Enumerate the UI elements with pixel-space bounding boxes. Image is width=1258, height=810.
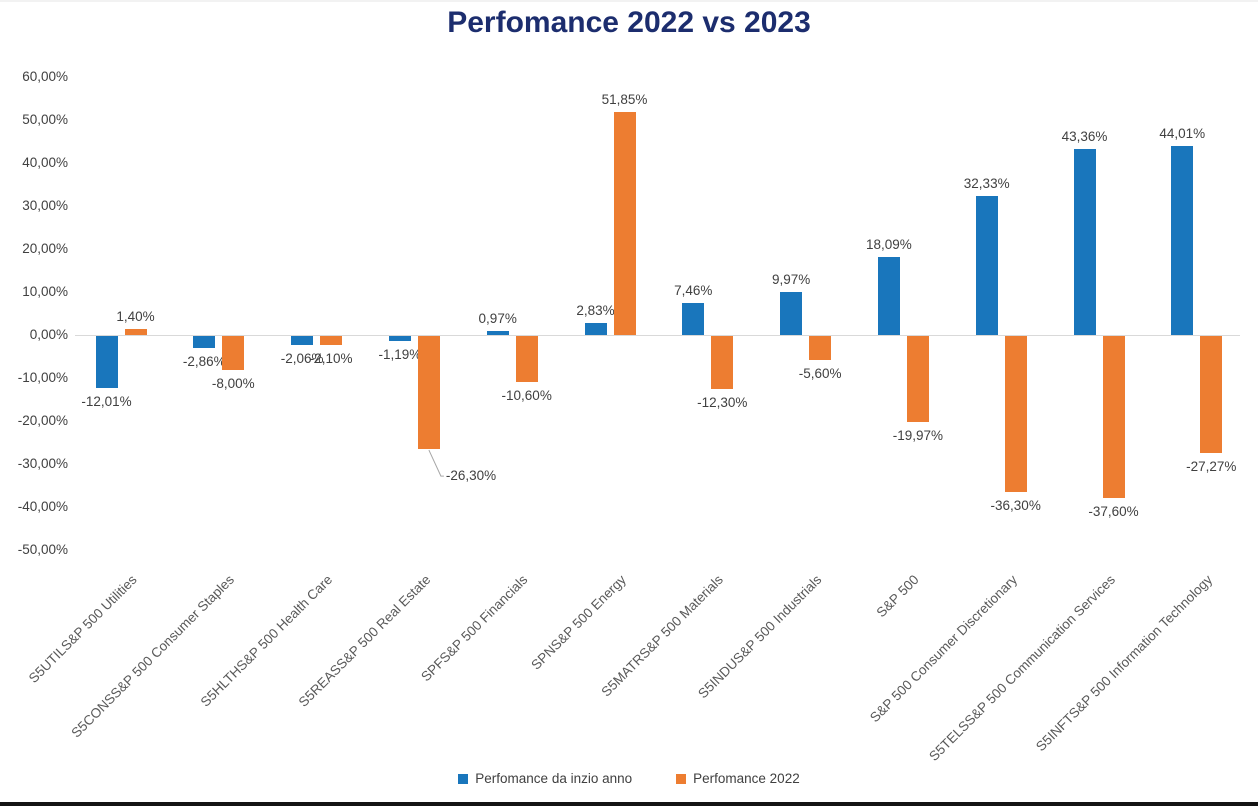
legend-label-perfomance-2022: Perfomance 2022 [693, 771, 800, 786]
x-axis-category-label: SPFS&P 500 Financials [418, 572, 531, 685]
bar-value-label: 0,97% [478, 310, 517, 326]
bar-value-label: -12,01% [81, 393, 132, 409]
bar-perfomance-da-inzio-anno [682, 302, 705, 335]
bar-perfomance-2022 [613, 112, 636, 335]
legend-item-perfomance-2022: Perfomance 2022 [676, 771, 800, 786]
bar-value-label: -12,30% [697, 394, 748, 410]
y-axis-tick-label: 10,00% [22, 284, 68, 299]
bar-value-label: -19,97% [892, 427, 944, 443]
x-axis-category-label: S5INFTS&P 500 Information Technology [1033, 572, 1216, 755]
y-axis-tick-label: -50,00% [17, 542, 68, 557]
bar-value-label: 9,97% [771, 272, 811, 288]
bar-perfomance-2022 [417, 336, 440, 450]
legend: Perfomance da inzio anno Perfomance 2022 [0, 771, 1258, 786]
bar-value-label: -26,30% [445, 468, 497, 484]
bar-value-label: 43,36% [1061, 128, 1108, 144]
bar-value-label: 7,46% [674, 282, 713, 298]
x-axis-line [75, 335, 1240, 336]
bar-perfomance-2022 [1004, 336, 1027, 493]
bar-perfomance-da-inzio-anno [95, 336, 118, 388]
y-axis-tick-label: 50,00% [22, 112, 68, 127]
bar-value-label: 1,40% [116, 308, 155, 324]
bar-value-label: -2,86% [182, 354, 226, 370]
bar-perfomance-da-inzio-anno [975, 195, 998, 335]
bar-perfomance-2022 [222, 336, 245, 371]
y-axis-tick-label: -40,00% [17, 499, 68, 514]
x-axis-category-label: S5UTILS&P 500 Utilities [25, 572, 140, 686]
bar-value-label: -1,19% [378, 347, 422, 363]
y-axis-tick-label: 60,00% [22, 69, 68, 84]
y-axis-tick-label: 30,00% [22, 198, 68, 213]
bar-perfomance-2022 [1200, 336, 1223, 454]
legend-swatch-blue-icon [458, 773, 469, 784]
bar-perfomance-2022 [711, 336, 734, 389]
bar-value-label: -2,06% [280, 350, 324, 366]
x-axis-category-label: S5TELSS&P 500 Communication Services [925, 572, 1118, 764]
bar-value-label: 51,85% [601, 92, 648, 108]
y-axis-tick-label: -30,00% [17, 456, 68, 471]
bar-value-label: -8,00% [211, 376, 255, 392]
legend-swatch-orange-icon [676, 773, 687, 784]
bar-value-label: -10,60% [501, 387, 552, 403]
bar-perfomance-da-inzio-anno [193, 336, 216, 349]
x-axis-category-label: S&P 500 [873, 572, 923, 621]
window-top-edge [0, 0, 1258, 2]
bar-perfomance-2022 [515, 336, 538, 382]
bar-perfomance-2022 [906, 336, 929, 422]
y-axis-tick-label: -20,00% [17, 413, 68, 428]
bar-value-label: -5,60% [798, 366, 842, 382]
y-axis-tick-label: -10,00% [17, 370, 68, 385]
bar-perfomance-da-inzio-anno [388, 336, 411, 342]
bar-perfomance-da-inzio-anno [291, 336, 314, 345]
bar-value-label: 2,83% [576, 302, 615, 318]
bar-value-label: -27,27% [1186, 459, 1237, 475]
chart-title: Perfomance 2022 vs 2023 [447, 6, 811, 39]
bar-value-label: 44,01% [1159, 125, 1206, 141]
bar-perfomance-da-inzio-anno [877, 257, 900, 335]
bar-perfomance-da-inzio-anno [486, 330, 509, 335]
bar-value-label: -2,10% [309, 351, 353, 367]
window-bottom-edge [0, 802, 1258, 806]
bar-value-label: -36,30% [990, 498, 1041, 514]
bar-value-label: 18,09% [865, 237, 912, 253]
bar-perfomance-da-inzio-anno [1073, 148, 1096, 335]
x-axis-category-label: SPNS&P 500 Energy [527, 572, 629, 673]
y-axis-tick-label: 20,00% [22, 241, 68, 256]
y-axis-tick-label: 40,00% [22, 155, 68, 170]
bar-perfomance-da-inzio-anno [1171, 145, 1194, 335]
legend-label-perfomance-da-inzio-anno: Perfomance da inzio anno [475, 771, 633, 786]
bar-perfomance-2022 [124, 328, 147, 335]
bar-value-label: 32,33% [963, 175, 1010, 191]
y-axis-tick-label: 0,00% [29, 327, 68, 342]
bar-perfomance-da-inzio-anno [780, 292, 803, 335]
bar-perfomance-2022 [1102, 336, 1125, 498]
legend-item-perfomance-da-inzio-anno: Perfomance da inzio anno [458, 771, 632, 786]
bar-perfomance-2022 [320, 336, 343, 346]
bar-perfomance-2022 [809, 336, 832, 361]
bar-perfomance-da-inzio-anno [584, 322, 607, 335]
x-axis-category-label: S5CONSS&P 500 Consumer Staples [68, 572, 238, 741]
bar-value-label: -37,60% [1088, 503, 1139, 519]
